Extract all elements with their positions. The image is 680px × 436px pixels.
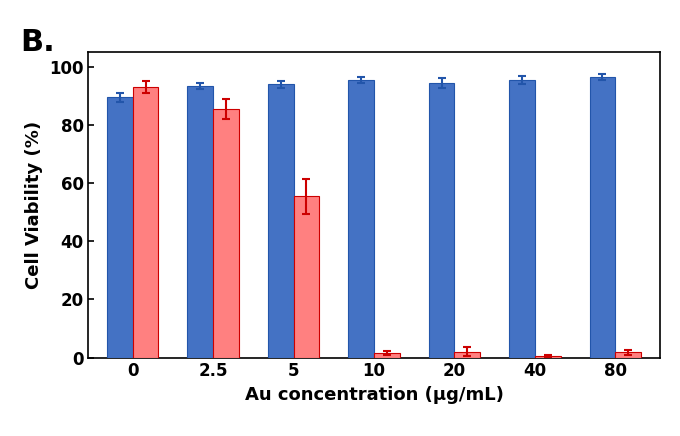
- Bar: [188, 86, 213, 358]
- Bar: [615, 352, 641, 358]
- Bar: [133, 87, 158, 358]
- Bar: [294, 196, 320, 358]
- Bar: [374, 353, 400, 358]
- Bar: [107, 97, 133, 358]
- Bar: [268, 84, 294, 358]
- Bar: [509, 80, 535, 358]
- Bar: [428, 83, 454, 358]
- Bar: [348, 80, 374, 358]
- Text: B.: B.: [20, 28, 54, 57]
- Bar: [213, 109, 239, 358]
- X-axis label: Au concentration (μg/mL): Au concentration (μg/mL): [245, 386, 503, 404]
- Bar: [590, 77, 615, 358]
- Y-axis label: Cell Viability (%): Cell Viability (%): [25, 121, 44, 289]
- Bar: [535, 356, 560, 358]
- Bar: [454, 352, 480, 358]
